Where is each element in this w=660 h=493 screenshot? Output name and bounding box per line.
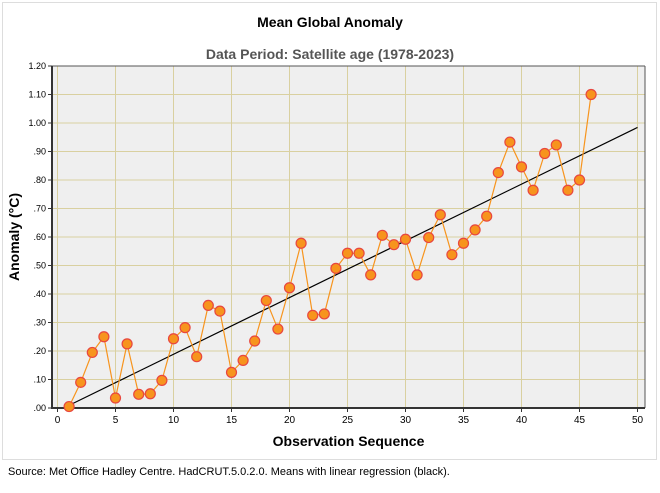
data-point xyxy=(515,161,528,173)
y-tick-label: .40 xyxy=(33,289,46,299)
data-point xyxy=(527,184,539,196)
chart-subtitle: Data Period: Satellite age (1978-2023) xyxy=(205,46,455,62)
data-point xyxy=(307,309,319,321)
data-point xyxy=(446,249,458,261)
x-tick-label: 5 xyxy=(113,415,119,426)
chart-panel xyxy=(2,2,657,460)
data-point xyxy=(399,233,412,245)
x-tick-label: 35 xyxy=(458,415,470,426)
data-point xyxy=(457,237,470,249)
y-axis-label: Anomaly (°C) xyxy=(6,193,22,281)
data-point xyxy=(283,282,296,294)
x-tick-label: 50 xyxy=(632,415,644,426)
x-tick-label: 20 xyxy=(284,415,296,426)
data-point xyxy=(318,308,330,320)
data-point xyxy=(98,331,110,343)
data-point xyxy=(388,239,400,251)
x-tick-label: 10 xyxy=(168,415,180,426)
y-tick-label: 1.20 xyxy=(28,61,46,71)
x-tick-label: 45 xyxy=(574,415,586,426)
x-axis-label: Observation Sequence xyxy=(273,433,425,449)
y-tick-label: .60 xyxy=(33,232,46,242)
data-point xyxy=(481,210,493,222)
y-tick-label: .30 xyxy=(33,318,46,328)
data-point xyxy=(376,229,388,241)
x-tick-label: 30 xyxy=(400,415,412,426)
data-point xyxy=(562,184,574,196)
x-tick-label: 0 xyxy=(55,415,61,426)
y-tick-label: .10 xyxy=(33,375,46,385)
y-tick-label: .00 xyxy=(33,403,46,413)
data-point xyxy=(121,338,133,350)
data-point xyxy=(133,388,145,400)
data-point xyxy=(341,247,354,259)
data-point xyxy=(225,366,238,378)
x-tick-label: 15 xyxy=(226,415,238,426)
data-point xyxy=(144,388,156,400)
data-point xyxy=(86,346,98,359)
data-point xyxy=(167,333,180,345)
data-point xyxy=(365,269,377,281)
data-point xyxy=(411,269,423,281)
y-tick-label: 1.00 xyxy=(28,118,46,128)
data-point xyxy=(214,305,226,317)
data-point xyxy=(434,209,446,221)
x-tick-label: 40 xyxy=(516,415,528,426)
y-tick-label: .90 xyxy=(33,147,46,157)
data-point xyxy=(109,392,122,404)
data-point xyxy=(272,323,284,335)
data-point xyxy=(573,174,586,186)
y-tick-label: .70 xyxy=(33,204,46,214)
data-point xyxy=(156,374,168,386)
data-point xyxy=(260,294,272,307)
y-tick-label: .80 xyxy=(33,175,46,185)
data-point xyxy=(202,299,214,311)
data-point xyxy=(75,376,87,388)
y-tick-label: .20 xyxy=(33,346,46,356)
data-point xyxy=(585,88,597,101)
data-point xyxy=(249,335,261,347)
series-line xyxy=(68,94,592,407)
y-tick-label: .50 xyxy=(33,261,46,271)
data-point xyxy=(330,262,342,274)
data-point xyxy=(295,237,307,249)
data-point xyxy=(492,166,504,179)
data-point xyxy=(550,139,562,151)
data-point xyxy=(237,354,249,367)
data-point xyxy=(191,351,203,363)
data-point xyxy=(423,231,435,244)
chart-title: Mean Global Anomaly xyxy=(257,14,403,30)
data-point xyxy=(179,322,191,334)
source-note: Source: Met Office Hadley Centre. HadCRU… xyxy=(8,466,450,478)
data-point xyxy=(353,247,365,259)
data-point xyxy=(469,224,481,236)
data-point xyxy=(63,400,75,413)
x-tick-label: 25 xyxy=(342,415,354,426)
y-tick-label: 1.10 xyxy=(28,90,46,100)
data-point xyxy=(539,147,551,160)
data-point xyxy=(504,136,516,148)
regression-line xyxy=(63,126,638,409)
